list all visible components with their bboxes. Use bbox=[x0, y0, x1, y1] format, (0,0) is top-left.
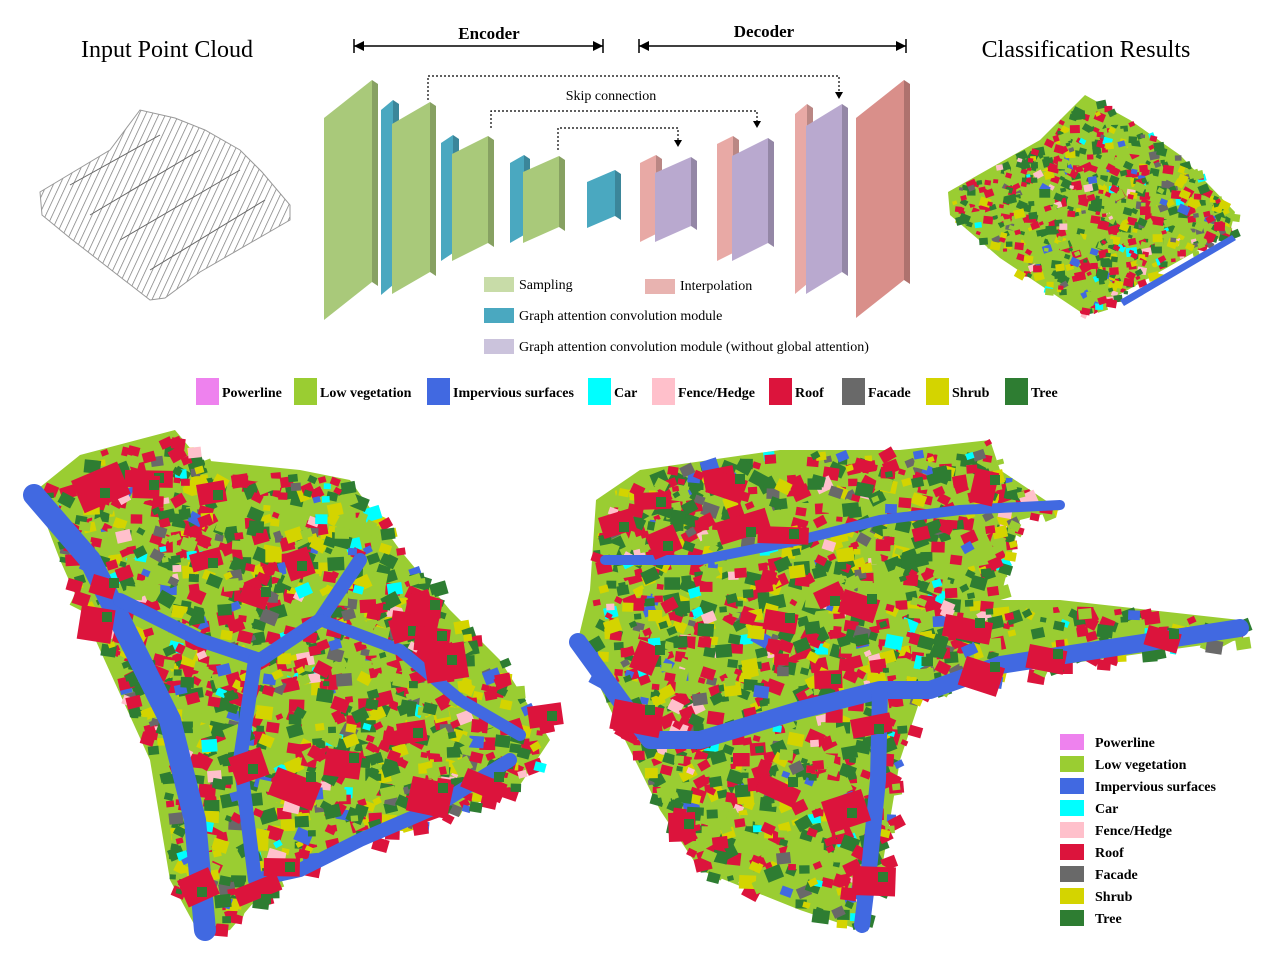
output-title: Classification Results bbox=[982, 37, 1191, 63]
legend-swatch-interpolation bbox=[645, 279, 675, 294]
block-sample-1 bbox=[392, 102, 436, 294]
block-gacng-3 bbox=[806, 104, 848, 294]
network-legend: Sampling Interpolation Graph attention c… bbox=[484, 277, 869, 355]
legend-col-label-1: Low vegetation bbox=[1095, 758, 1187, 773]
legend-col-swatch-4 bbox=[1060, 822, 1084, 838]
skip-connection-label: Skip connection bbox=[566, 89, 657, 104]
class-legend-column: Powerline Low vegetation Impervious surfac… bbox=[1060, 734, 1216, 927]
road-segment bbox=[23, 484, 216, 941]
legend-swatch-sampling bbox=[484, 277, 514, 292]
legend-swatch-gac bbox=[484, 308, 514, 323]
legend-col-label-3: Car bbox=[1095, 802, 1118, 817]
class-swatch-7 bbox=[926, 378, 949, 405]
block-sample-2 bbox=[452, 136, 494, 261]
class-swatch-1 bbox=[294, 378, 317, 405]
legend-col-label-8: Tree bbox=[1095, 912, 1122, 927]
class-swatch-3 bbox=[588, 378, 611, 405]
class-label-0: Powerline bbox=[222, 386, 282, 401]
classified-map-left bbox=[23, 430, 564, 941]
legend-col-label-6: Facade bbox=[1095, 868, 1138, 883]
class-swatch-6 bbox=[842, 378, 865, 405]
encoder-label: Encoder bbox=[458, 24, 520, 43]
class-label-1: Low vegetation bbox=[320, 386, 412, 401]
block-output bbox=[856, 80, 910, 318]
class-label-2: Impervious surfaces bbox=[453, 386, 574, 401]
legend-col-swatch-8 bbox=[1060, 910, 1084, 926]
network-blocks bbox=[324, 80, 910, 320]
legend-col-swatch-3 bbox=[1060, 800, 1084, 816]
class-legend-row: Powerline Low vegetation Impervious surfac… bbox=[196, 378, 1058, 405]
legend-col-label-4: Fence/Hedge bbox=[1095, 824, 1172, 839]
legend-label-interpolation: Interpolation bbox=[680, 279, 752, 294]
block-sample-3 bbox=[523, 156, 565, 243]
decoder-label: Decoder bbox=[734, 22, 795, 41]
legend-label-gac-noglobal: Graph attention convolution module (with… bbox=[519, 340, 869, 355]
legend-swatch-gac-noglobal bbox=[484, 339, 514, 354]
legend-col-swatch-6 bbox=[1060, 866, 1084, 882]
legend-col-swatch-0 bbox=[1060, 734, 1084, 750]
class-label-3: Car bbox=[614, 386, 637, 401]
class-label-7: Shrub bbox=[952, 386, 990, 401]
class-swatch-0 bbox=[196, 378, 219, 405]
legend-label-gac: Graph attention convolution module bbox=[519, 309, 722, 324]
block-input bbox=[324, 80, 378, 320]
class-label-5: Roof bbox=[795, 386, 824, 401]
legend-col-label-0: Powerline bbox=[1095, 736, 1155, 751]
legend-col-swatch-7 bbox=[1060, 888, 1084, 904]
legend-col-swatch-2 bbox=[1060, 778, 1084, 794]
legend-label-sampling: Sampling bbox=[519, 278, 573, 293]
input-title: Input Point Cloud bbox=[81, 37, 253, 63]
class-swatch-5 bbox=[769, 378, 792, 405]
legend-col-label-2: Impervious surfaces bbox=[1095, 780, 1216, 795]
class-label-4: Fence/Hedge bbox=[678, 386, 755, 401]
block-gacng-1 bbox=[655, 157, 697, 242]
skip-arrowheads bbox=[674, 92, 843, 147]
class-label-6: Facade bbox=[868, 386, 911, 401]
decoder-span: Decoder bbox=[638, 22, 907, 53]
legend-col-swatch-1 bbox=[1060, 756, 1084, 772]
legend-col-swatch-5 bbox=[1060, 844, 1084, 860]
input-point-cloud-image bbox=[39, 109, 291, 301]
skip-connections bbox=[427, 75, 840, 150]
classified-map-right bbox=[569, 438, 1253, 933]
class-label-8: Tree bbox=[1031, 386, 1058, 401]
class-swatch-2 bbox=[427, 378, 450, 405]
block-bottleneck bbox=[587, 170, 621, 228]
legend-col-label-5: Roof bbox=[1095, 846, 1124, 861]
road-segment bbox=[600, 500, 1065, 565]
classification-result-image bbox=[948, 95, 1241, 319]
encoder-span: Encoder bbox=[353, 24, 604, 53]
class-swatch-8 bbox=[1005, 378, 1028, 405]
class-swatch-4 bbox=[652, 378, 675, 405]
legend-col-label-7: Shrub bbox=[1095, 890, 1133, 905]
block-gacng-2 bbox=[732, 138, 774, 261]
